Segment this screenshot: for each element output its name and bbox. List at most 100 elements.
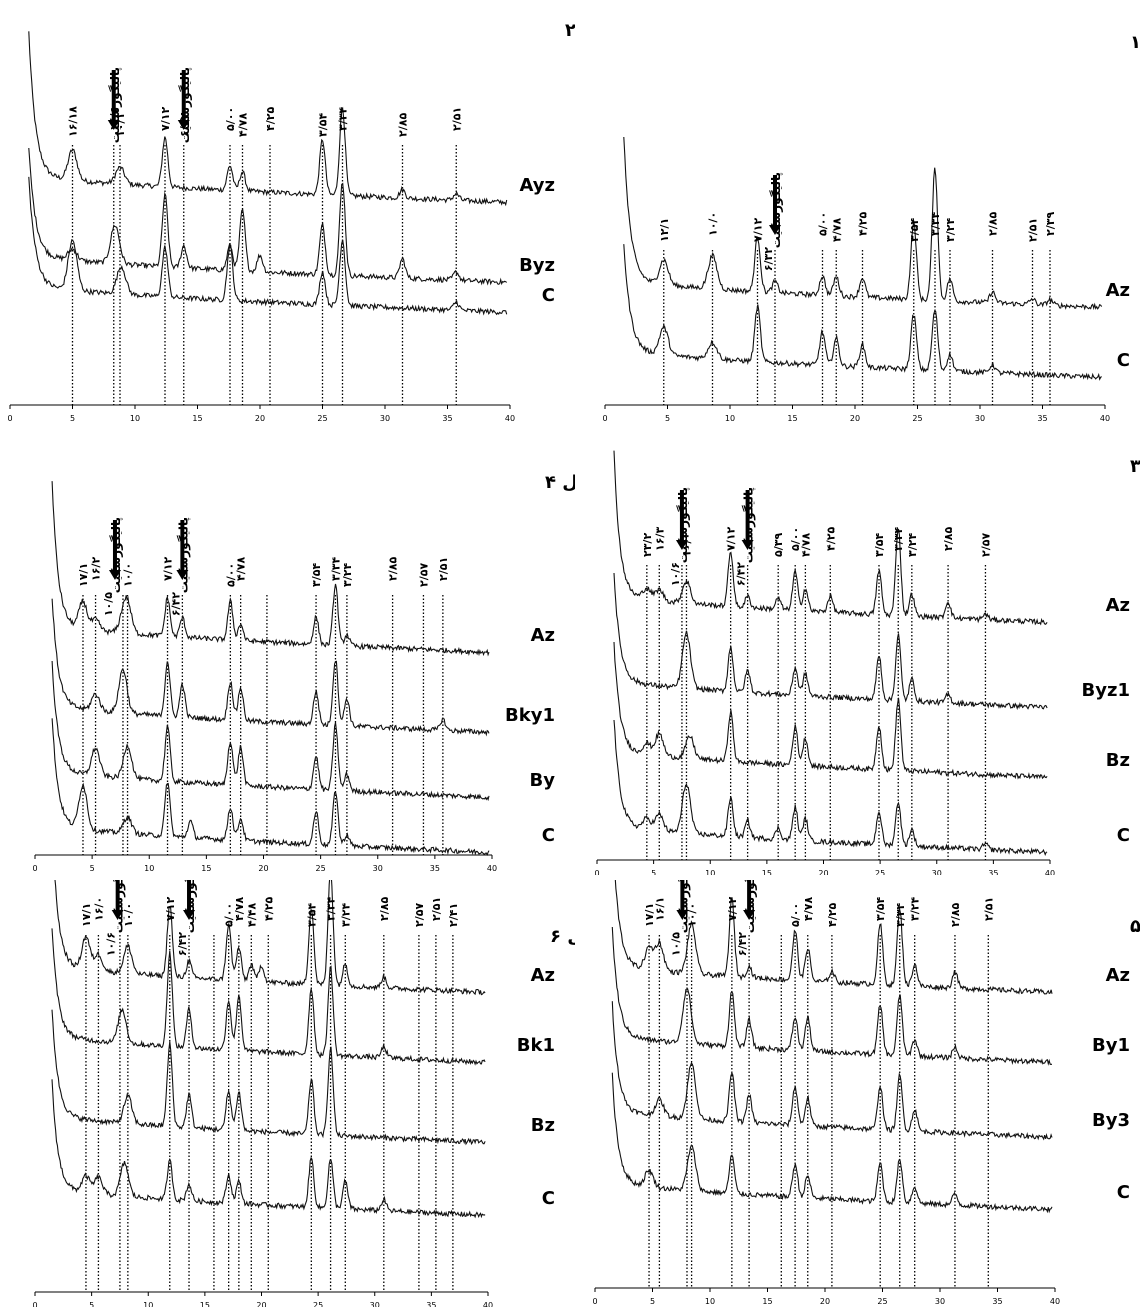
x-tick-label: 30	[975, 414, 985, 423]
series-line-by	[51, 660, 490, 802]
peak-label: ۴/۴۸	[245, 903, 258, 927]
peak-label: ۳/۳۴	[325, 897, 338, 921]
peak-label: ۲/۸۵	[397, 113, 410, 137]
peak-label: ۱۷/۱	[77, 563, 90, 587]
peak-label: ۶/۴۲	[176, 932, 189, 956]
xrd-panel-profile-4: 0 5 10 15 20 25 30 35 40 پروفیل ۴ Az Bky1 By C ۱۷/۱۱۶/…	[0, 430, 626, 875]
series-label-c: C	[1117, 1182, 1130, 1203]
peak-label: ۱۶/۱۸	[67, 106, 80, 137]
x-tick-label: 25	[313, 1301, 323, 1307]
palygorskite-label: پالیگورسکیت	[109, 517, 124, 593]
peak-label: ۷/۱۲	[159, 107, 172, 131]
x-tick-label: 15	[762, 1297, 772, 1306]
x-tick-label: 35	[442, 414, 452, 423]
peak-label: ۲/۸۵	[942, 527, 955, 551]
palygorskite-label: پالیگورسکیت	[183, 880, 198, 933]
x-tick-label: 35	[992, 1297, 1002, 1306]
x-tick-label: 30	[370, 1301, 380, 1307]
peak-label: ۳/۵۴	[873, 533, 886, 557]
peak-label: ۳/۲۴	[341, 563, 354, 587]
x-tick-label: 10	[705, 869, 715, 875]
xrd-chart-svg: 0 5 10 15 20 25 30 35 40 پروفیل ۳ Az Byz1 Bz C ۲۳/۲۱۶/…	[594, 450, 1140, 878]
peak-label: ۵/۰۰	[224, 107, 237, 131]
x-tick-label: 40	[1100, 414, 1110, 423]
series-label-byz: Byz	[519, 255, 555, 276]
xrd-panel-profile-3: 0 5 10 15 20 25 30 35 40 پروفیل ۳ Az Byz1 Bz C ۲۳/۲۱۶/…	[575, 430, 1140, 878]
peak-label: ۱۶/۲	[90, 557, 103, 581]
series-line-bz	[51, 1009, 486, 1146]
chart-title: پروفیل ۵	[1130, 916, 1140, 937]
series-label-bky1: Bky1	[505, 705, 555, 726]
peak-label: ۳/۳۴	[929, 212, 942, 236]
palygorskite-arrow-head	[176, 570, 189, 580]
peak-label: ۲/۵۱	[430, 897, 443, 921]
series-line-c	[623, 244, 1102, 381]
x-tick-label: 30	[380, 414, 390, 423]
x-tick-label: 10	[130, 414, 140, 423]
x-tick-label: 40	[487, 864, 497, 873]
x-tick-label: 20	[818, 869, 828, 875]
series-line-az	[51, 481, 490, 657]
x-tick-label: 20	[256, 1301, 266, 1307]
series-line-c	[28, 176, 508, 316]
x-tick-label: 0	[592, 1297, 597, 1306]
peak-label: ۲۳/۲	[641, 533, 654, 557]
x-tick-label: 5	[665, 414, 670, 423]
chart-title: پروفیل ۲	[565, 20, 575, 41]
x-tick-label: 5	[651, 869, 656, 875]
peak-label: ۳/۲۴	[906, 533, 919, 557]
peak-label: ۳/۵۴	[908, 218, 921, 242]
chart-title: پروفیل ۱	[1130, 32, 1140, 53]
peak-label: ۴/۷۸	[235, 557, 248, 581]
series-line-bky1	[51, 598, 490, 737]
peak-label: ۱۰/۰	[686, 903, 699, 927]
peak-label: ۳/۳۴	[894, 903, 907, 927]
peak-label: ۱۶/۰	[92, 897, 105, 921]
palygorskite-arrow-head	[111, 910, 124, 920]
palygorskite-arrow-head	[676, 910, 689, 920]
peak-label: ۳/۵۴	[874, 897, 887, 921]
series-line-ayz	[28, 31, 508, 207]
peak-label: ۵/۳۹	[772, 533, 785, 557]
series-line-az	[613, 450, 1048, 626]
x-tick-label: 0	[32, 864, 37, 873]
peak-label: ۴/۷۸	[799, 533, 812, 557]
peak-label: ۵/۰۰	[224, 563, 237, 587]
series-label-bz: Bz	[531, 1115, 555, 1136]
series-label-az: Az	[1106, 280, 1130, 301]
palygorskite-label: پالیگورسکیت	[742, 487, 757, 563]
palygorskite-label: پالیگورسکیت	[769, 172, 784, 248]
series-label-by1: By1	[1092, 1035, 1130, 1056]
peak-label: ۴/۲۵	[826, 903, 839, 927]
series-line-az	[623, 136, 1103, 311]
series-label-az: Az	[1106, 595, 1130, 616]
series-line-byz	[28, 147, 508, 286]
peak-label: ۵/۰۰	[223, 903, 236, 927]
palygorskite-arrow-head	[769, 225, 781, 235]
series-line-bk1	[51, 928, 486, 1066]
xrd-chart-svg: 0510152025303540پروفیل ۲AyzByzC۱۶/۱۸۱۰/۶…	[7, 20, 646, 423]
palygorskite-label: پالیگورسکیت	[112, 880, 127, 933]
peak-label: ۴/۲۵	[824, 527, 837, 551]
peak-label: ۱۶/۳	[653, 527, 666, 551]
x-tick-label: 40	[1045, 869, 1055, 875]
xrd-panel-profile-6: 0 5 10 15 20 25 30 35 40 پروفیل ۶ Az Bk1 Bz C ۱۷/۱۱۶/۰…	[0, 823, 632, 1310]
peak-label: ۲/۸۵	[949, 903, 962, 927]
peak-label: ۲/۵۷	[413, 903, 426, 927]
x-tick-label: 10	[725, 414, 735, 423]
peak-label: ۱۰/۵	[102, 592, 115, 616]
palygorskite-arrow-head	[108, 570, 121, 580]
peak-label: ۷/۱۲	[726, 897, 739, 921]
peak-label: ۷/۱۲	[162, 557, 175, 581]
peak-label: ۳/۳۴	[892, 527, 905, 551]
x-tick-label: 10	[143, 1301, 153, 1307]
series-line-az	[611, 823, 1053, 995]
peak-label: ۶/۴۲	[736, 932, 749, 956]
x-tick-label: 0	[32, 1301, 37, 1307]
peak-label: ۱۰/۰	[707, 212, 720, 236]
x-tick-label: 15	[192, 414, 202, 423]
xrd-chart-svg: 0 5 10 15 20 25 30 35 40 پروفیل ۴ Az Bky1 By C ۱۷/۱۱۶/…	[32, 472, 626, 873]
peak-label: ۴/۷۸	[802, 897, 815, 921]
series-line-bz	[613, 641, 1048, 780]
palygorskite-label: پالیگورسکیت	[108, 67, 123, 143]
